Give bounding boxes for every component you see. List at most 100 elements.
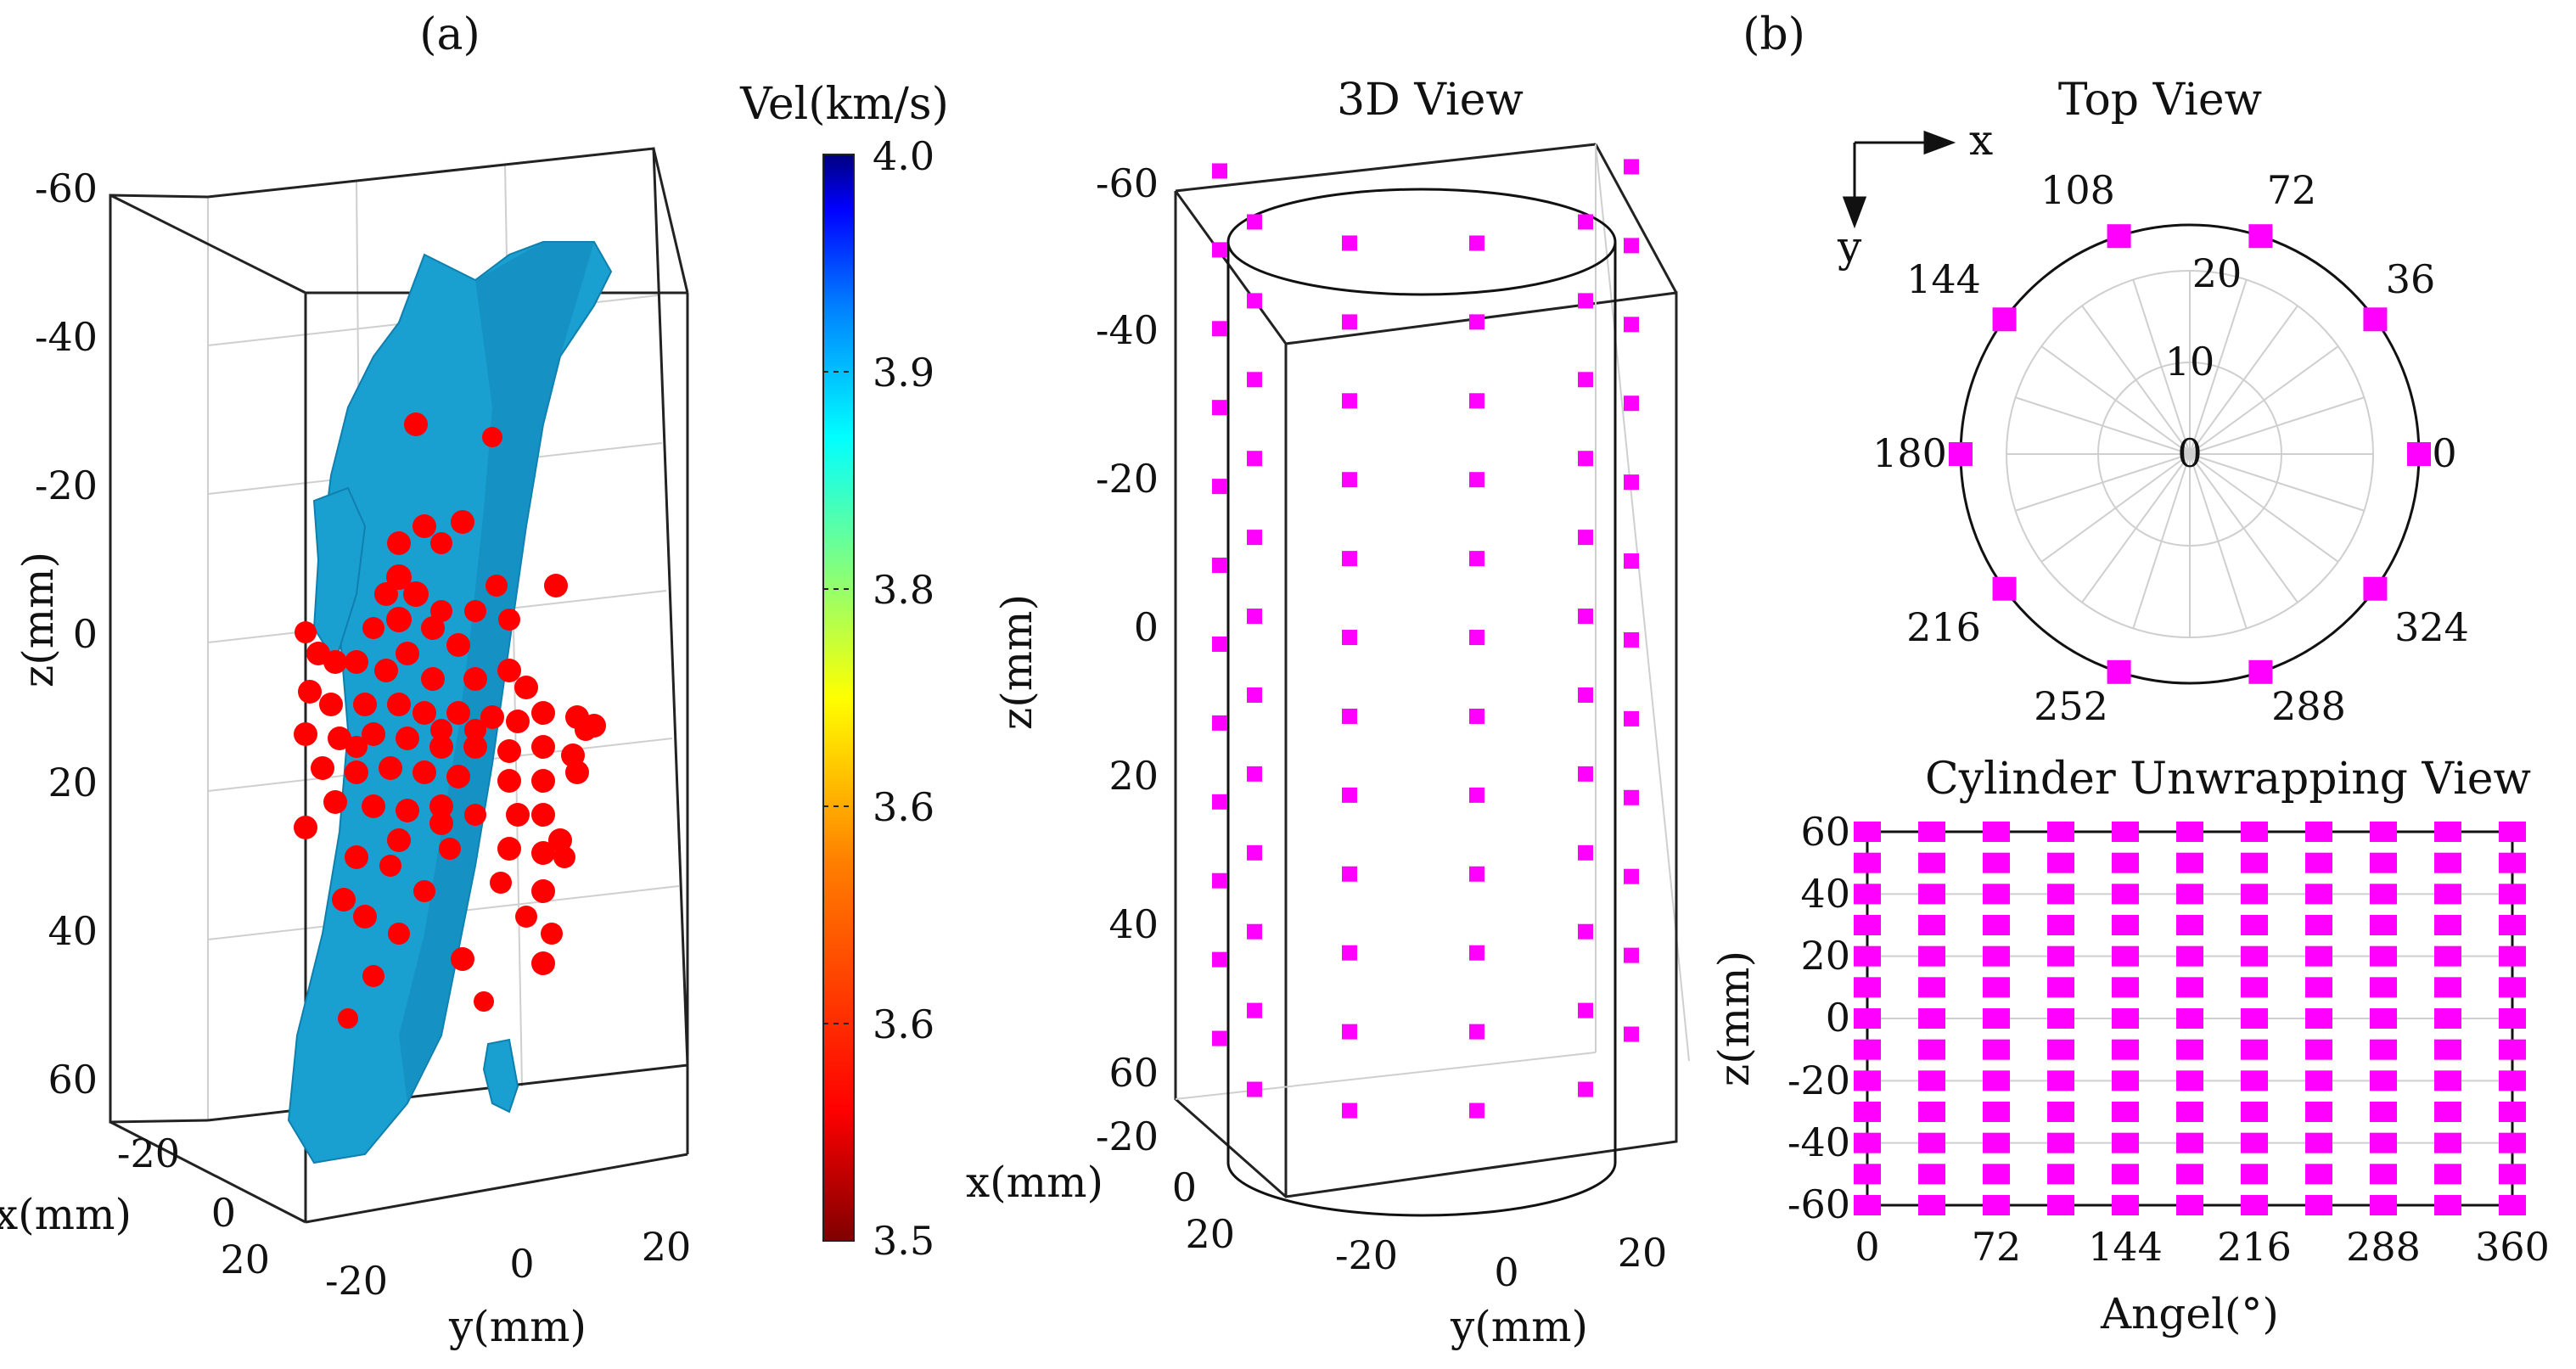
view3d-sensor	[1624, 710, 1639, 727]
unwrap-y-tick: 60	[1800, 809, 1850, 855]
polar-spoke	[2189, 453, 2298, 603]
view3d-sensor	[1212, 636, 1227, 652]
unwrap-y-tick: -20	[1787, 1058, 1850, 1103]
unwrap-sensor	[2241, 977, 2268, 998]
unwrap-sensor	[2047, 822, 2074, 842]
unwrap-sensor	[2499, 945, 2526, 967]
view3d-sensor	[1212, 321, 1227, 337]
topview-sensor	[2407, 442, 2431, 466]
unwrap-sensor	[1854, 1164, 1881, 1185]
view3d-z-tick: 40	[1108, 901, 1159, 947]
unwrap-sensor	[1854, 1008, 1881, 1029]
view3d-sensor	[1578, 766, 1593, 782]
unwrap-sensor	[1854, 822, 1881, 842]
unwrap-sensor	[2499, 884, 2526, 905]
polar-angle-label: 0	[2432, 430, 2456, 476]
polar-angle-label: 324	[2394, 604, 2469, 650]
view3d-title: 3D View	[1337, 75, 1524, 126]
unwrap-sensor	[2305, 945, 2332, 967]
view3d-sensor	[1624, 868, 1639, 884]
unwrap-sensor	[2241, 884, 2268, 905]
unwrap-sensor	[2434, 1164, 2461, 1185]
view3d-sensor	[1578, 923, 1593, 940]
unwrap-sensor	[2241, 1070, 2268, 1091]
unwrap-x-label: Angel(°)	[2100, 1289, 2279, 1338]
view3d-sensor	[1212, 794, 1227, 810]
unwrap-sensor	[2112, 1008, 2139, 1029]
panel-label-b: (b)	[1743, 9, 1805, 60]
view3d-sensor	[1342, 787, 1357, 803]
unwrap-sensor	[2499, 822, 2526, 842]
unwrap-sensor	[2047, 915, 2074, 935]
unwrap-sensor	[1918, 1039, 1945, 1060]
view3d-x-ticks: -20 0 20	[1096, 1114, 1235, 1257]
unwrap-sensor	[2305, 852, 2332, 873]
iso-z-tick: 60	[48, 1057, 98, 1102]
view3d-sensor	[1578, 609, 1593, 625]
unwrap-sensor	[2370, 852, 2397, 873]
iso-box-edges	[109, 147, 689, 1224]
unwrap-sensor	[2434, 1102, 2461, 1122]
unwrap-sensor	[2176, 915, 2203, 935]
unwrap-sensor	[1918, 884, 1945, 905]
view3d-z-ticks: -60 -40 -20 0 20 40 60	[1096, 160, 1159, 1096]
iso-x-tick: -20	[117, 1131, 180, 1176]
unwrap-sensor	[2241, 945, 2268, 967]
unwrap-sensor	[2305, 1195, 2332, 1215]
unwrap-x-tick: 72	[1972, 1224, 2022, 1270]
view3d-z-label: z(mm)	[992, 594, 1041, 730]
unwrap-sensor	[2499, 1008, 2526, 1029]
view3d-sensor	[1247, 451, 1262, 467]
colorbar: Vel(km/s) 4.0 3.9 3.8 3.6 3.6 3.5	[739, 79, 949, 1264]
unwrap-sensor	[2434, 852, 2461, 873]
view3d-sensor	[1247, 1002, 1262, 1018]
view3d-sensor	[1578, 1081, 1593, 1097]
view3d-sensor	[1578, 372, 1593, 388]
unwrap-sensor	[2434, 1039, 2461, 1060]
unwrap-sensor	[2112, 1195, 2139, 1215]
unwrap-sensor	[2434, 1008, 2461, 1029]
view3d-sensor	[1212, 400, 1227, 416]
polar-spoke	[2132, 453, 2191, 629]
view3d-sensor	[1247, 372, 1262, 388]
unwrap-sensor	[2370, 1195, 2397, 1215]
polar-angle-label: 216	[1906, 604, 1981, 650]
unwrap-sensor	[2499, 915, 2526, 935]
polar-spoke	[2040, 453, 2191, 563]
unwrap-sensor	[1983, 884, 2010, 905]
unwrap-sensor	[2112, 822, 2139, 842]
colorbar-gradient	[822, 154, 855, 1242]
iso-z-tick: -40	[35, 314, 98, 360]
unwrap-sensor	[2499, 1195, 2526, 1215]
unwrap-sensor	[1983, 915, 2010, 935]
unwrap-sensor	[2434, 977, 2461, 998]
polar-angle-label: 36	[2386, 256, 2436, 302]
unwrap-sensor	[2305, 1132, 2332, 1153]
unwrap-sensor	[2305, 977, 2332, 998]
cylinder-bottom	[1226, 1162, 1617, 1217]
unwrap-sensor	[2370, 1164, 2397, 1185]
polar-spokes	[2006, 271, 2373, 637]
polar-spoke	[2081, 453, 2191, 603]
view3d-sensor	[1624, 238, 1639, 254]
unwrap-sensor	[2112, 1102, 2139, 1122]
view3d-sensor	[1469, 472, 1484, 488]
cylinder-top	[1226, 188, 1617, 296]
unwrap-sensor	[2176, 852, 2203, 873]
view3d-sensor	[1342, 708, 1357, 724]
iso-z-tick: 0	[73, 611, 98, 657]
view3d-sensor	[1342, 314, 1357, 330]
view3d-sensor	[1342, 945, 1357, 961]
unwrap-sensor	[2434, 1070, 2461, 1091]
unwrap-sensor	[2112, 1132, 2139, 1153]
unwrap-sensor	[1983, 1070, 2010, 1091]
view3d-sensor	[1624, 474, 1639, 491]
unwrap-y-tick: -60	[1787, 1181, 1850, 1227]
view3d-sensor	[1469, 1024, 1484, 1040]
view3d-sensor	[1624, 947, 1639, 963]
polar-angle-label: 180	[1872, 430, 1947, 476]
unwrap-sensor	[2047, 1132, 2074, 1153]
unwrap-sensor	[2370, 977, 2397, 998]
view3d-z-tick: 0	[1134, 604, 1159, 650]
unwrap-sensor	[2047, 1102, 2074, 1122]
